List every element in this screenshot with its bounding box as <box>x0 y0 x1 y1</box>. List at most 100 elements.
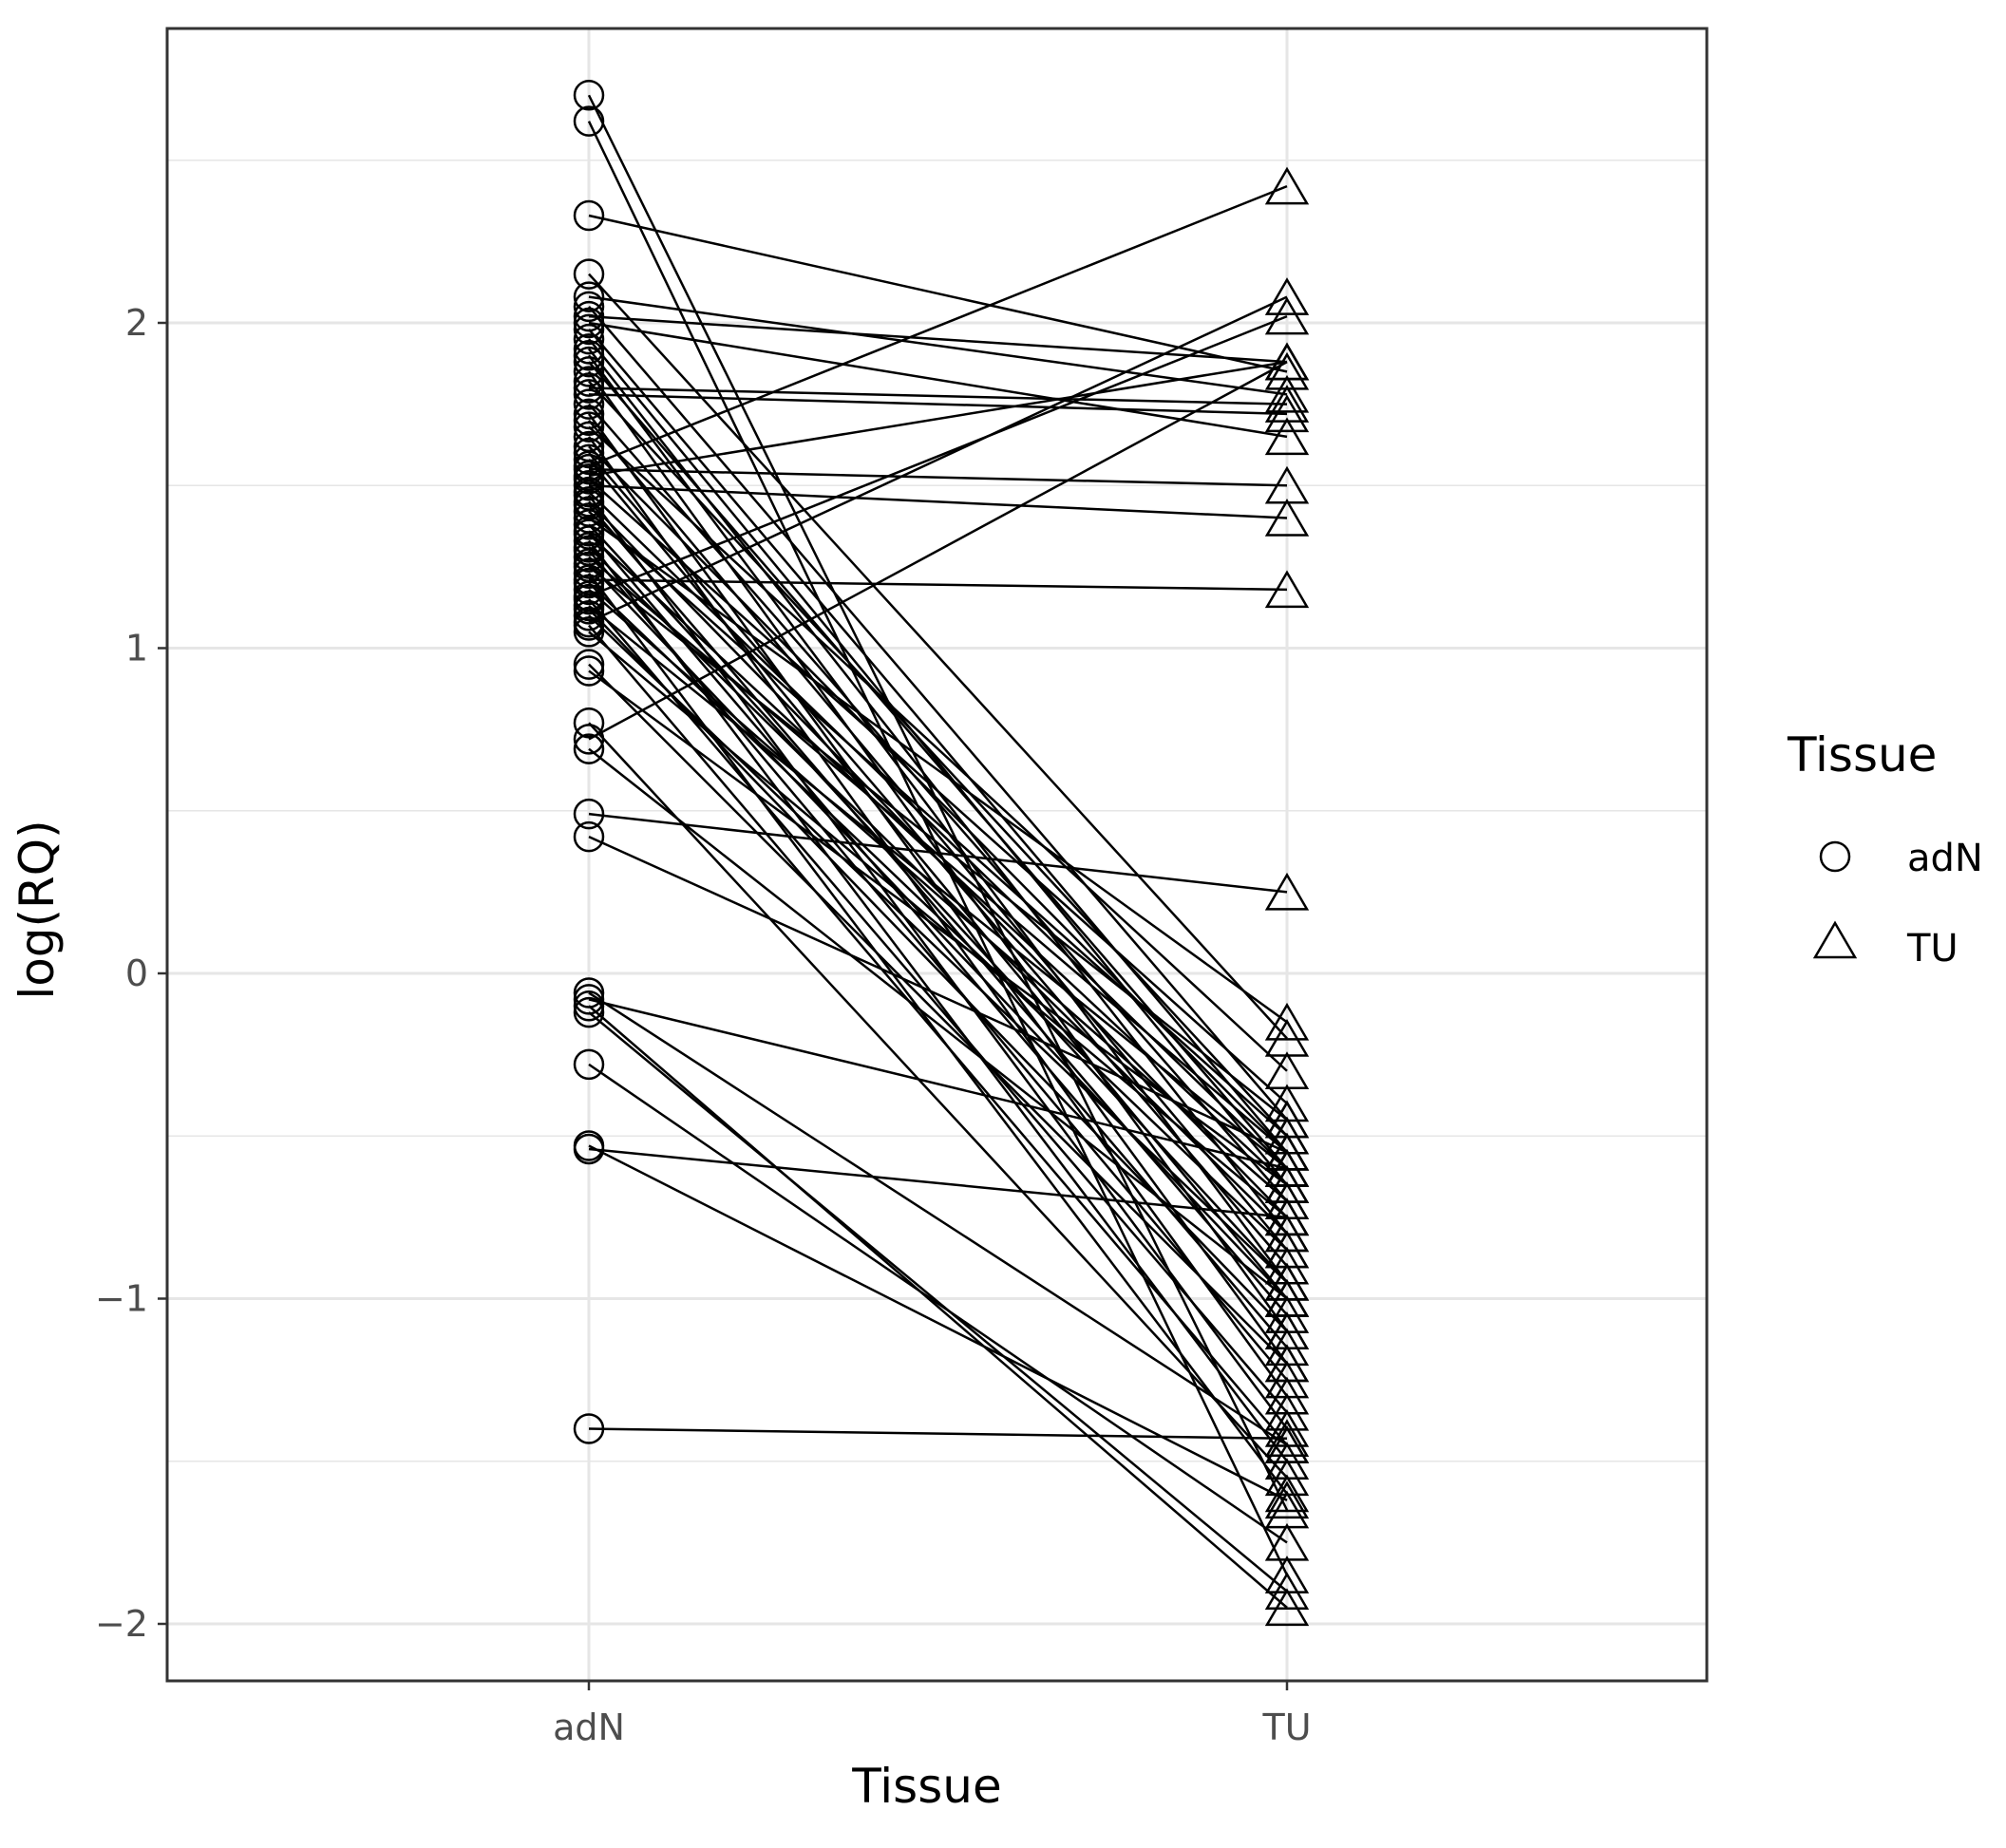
adN-point <box>573 567 605 599</box>
TU-point <box>1264 570 1310 609</box>
pair-line <box>588 1144 1288 1501</box>
pair-line <box>588 425 1288 1072</box>
pair-line <box>588 1005 1288 1609</box>
pair-line <box>588 614 1288 1284</box>
adN-point <box>573 80 605 111</box>
adN-point <box>573 707 605 739</box>
pair-line <box>588 605 1288 1170</box>
adN-point <box>573 463 605 495</box>
adN-point <box>573 616 605 648</box>
pair-line <box>588 533 1288 1186</box>
pair-line <box>588 631 1288 1218</box>
adN-point <box>573 333 605 365</box>
adN-point <box>573 356 605 387</box>
adN-point <box>573 509 605 540</box>
pair-line <box>588 380 1288 1138</box>
TU-point <box>1264 1149 1310 1187</box>
y-axis-title: log(RQ) <box>9 820 65 999</box>
TU-point <box>1264 1262 1310 1301</box>
adN-point <box>573 388 605 420</box>
pair-line <box>588 549 1288 1381</box>
pair-line <box>588 608 1288 1332</box>
legend-label-TU: TU <box>1906 927 1959 971</box>
adN-point <box>573 655 605 687</box>
pair-line <box>588 393 1288 416</box>
pair-line <box>588 812 1288 894</box>
TU-point <box>1264 394 1310 433</box>
pair-line <box>588 295 1288 624</box>
adN-point <box>573 372 605 404</box>
pair-line <box>587 121 1289 1576</box>
y-tick-label: 1 <box>125 628 148 669</box>
adN-point <box>573 1048 605 1081</box>
pair-line <box>588 354 1288 1284</box>
adN-point <box>573 541 605 573</box>
pair-line <box>588 503 1288 1316</box>
adN-point <box>573 281 605 312</box>
pair-line <box>588 419 1288 1251</box>
adN-point <box>573 649 605 680</box>
x-axis-title: Tissue <box>851 1759 1001 1814</box>
pair-line <box>588 556 1288 1154</box>
pair-line <box>588 459 1288 1300</box>
points-layer <box>573 80 1310 1627</box>
TU-point <box>1264 385 1310 423</box>
TU-point <box>1264 1425 1310 1463</box>
pair-line <box>588 478 1288 1104</box>
pair-line <box>588 329 1288 1154</box>
pair-line <box>588 360 1288 478</box>
adN-point <box>573 346 605 378</box>
pair-line <box>588 836 1288 1154</box>
legend-title: Tissue <box>1787 727 1937 783</box>
adN-point <box>573 996 605 1028</box>
TU-point <box>1264 1480 1310 1519</box>
pair-line <box>588 991 1288 1446</box>
TU-point <box>1264 1279 1310 1317</box>
pair-line <box>588 523 1288 1284</box>
y-axis: −2 −1 0 1 2 <box>95 302 167 1645</box>
adN-point <box>573 443 605 476</box>
pair-line <box>588 214 1288 373</box>
TU-point <box>1264 1197 1310 1236</box>
y-tick-label: −1 <box>95 1278 148 1320</box>
adN-point <box>573 411 605 443</box>
pair-line <box>588 578 1288 592</box>
pair-line <box>588 314 1288 364</box>
adN-point <box>573 470 605 501</box>
TU-point <box>1264 1458 1310 1497</box>
adN-point <box>573 300 605 332</box>
adN-point <box>573 583 605 615</box>
adN-point <box>573 600 605 632</box>
y-tick-label: 0 <box>125 952 148 994</box>
adN-point <box>573 594 605 625</box>
pair-line <box>588 445 1288 1154</box>
TU-point <box>1264 1419 1310 1458</box>
adN-point <box>573 307 605 339</box>
x-tick-label: TU <box>1261 1707 1311 1748</box>
TU-point <box>1264 296 1310 335</box>
pair-lines-layer <box>587 94 1289 1609</box>
pair-line <box>588 321 1288 439</box>
adN-point <box>573 366 605 397</box>
pair-line <box>588 598 1288 1414</box>
adN-point <box>573 1133 605 1165</box>
pair-line <box>588 338 1288 1186</box>
pair-line <box>588 273 1288 1040</box>
pair-line <box>588 1427 1288 1441</box>
TU-point <box>1264 342 1310 381</box>
adN-point <box>573 405 605 436</box>
adN-point <box>573 105 605 137</box>
pair-line <box>588 295 1288 396</box>
pair-line <box>588 722 1288 1479</box>
adN-point <box>573 323 605 355</box>
TU-point <box>1264 1572 1310 1610</box>
TU-point <box>1264 1344 1310 1383</box>
adN-point <box>573 798 605 830</box>
pair-line <box>588 565 1288 1122</box>
pair-line <box>588 491 1288 1170</box>
legend-label-adN: adN <box>1907 837 1983 880</box>
TU-point <box>1264 872 1310 911</box>
adN-point <box>573 990 605 1022</box>
pair-line <box>588 530 1288 1348</box>
legend: Tissue adN TU <box>1787 727 1983 971</box>
